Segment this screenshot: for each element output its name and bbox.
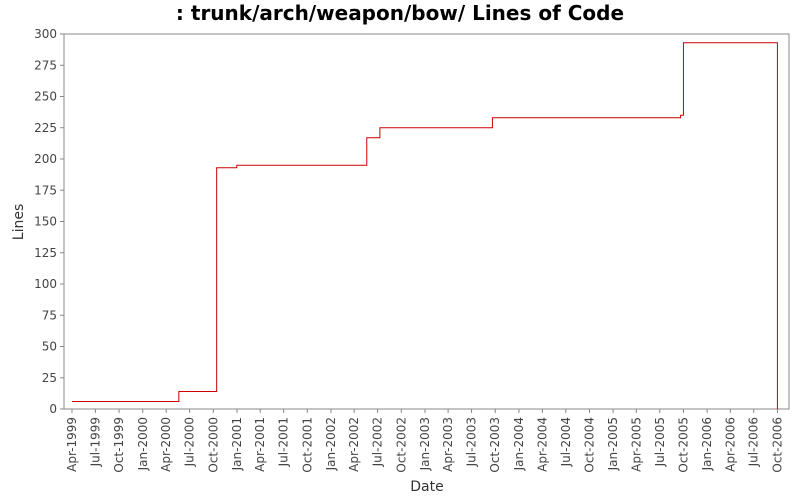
x-tick-label: Jan-2003: [418, 417, 432, 471]
x-tick-label: Oct-2004: [582, 417, 596, 473]
x-tick-label: Oct-2001: [300, 417, 314, 473]
x-tick-label: Jan-2004: [512, 417, 526, 471]
y-axis-label: Lines: [11, 204, 27, 240]
x-tick-label: Jul-1999: [88, 417, 102, 467]
y-tick-label: 100: [34, 277, 57, 291]
x-tick-label: Apr-1999: [65, 417, 79, 472]
y-tick-label: 75: [42, 308, 57, 322]
x-tick-label: Apr-2001: [253, 417, 267, 472]
y-tick-label: 300: [34, 27, 57, 41]
y-tick-label: 250: [34, 90, 57, 104]
x-tick-label: Jul-2005: [653, 417, 667, 467]
x-tick-label: Jul-2004: [559, 417, 573, 467]
x-tick-label: Jan-2005: [606, 417, 620, 471]
plot-area: [63, 33, 790, 410]
x-tick-label: Jul-2000: [183, 417, 197, 467]
x-tick-label: Oct-2006: [770, 417, 784, 473]
y-tick-label: 225: [34, 121, 57, 135]
y-tick-label: 50: [42, 340, 57, 354]
series-line: [71, 42, 778, 409]
y-tick-label: 150: [34, 215, 57, 229]
chart-title: : trunk/arch/weapon/bow/ Lines of Code: [176, 1, 624, 25]
x-tick-label: Jul-2003: [465, 417, 479, 467]
x-tick-label: Jan-2001: [230, 417, 244, 471]
x-tick-label: Oct-2005: [676, 417, 690, 473]
x-tick-label: Jul-2001: [277, 417, 291, 467]
y-tick-label: 125: [34, 246, 57, 260]
x-tick-label: Oct-1999: [112, 417, 126, 473]
x-tick-label: Oct-2000: [206, 417, 220, 473]
y-tick-label: 200: [34, 152, 57, 166]
x-tick-label: Jan-2002: [324, 417, 338, 471]
x-tick-label: Jul-2002: [371, 417, 385, 467]
x-tick-label: Jul-2006: [747, 417, 761, 467]
x-tick-label: Oct-2002: [394, 417, 408, 473]
x-tick-label: Apr-2000: [159, 417, 173, 472]
x-tick-label: Apr-2002: [347, 417, 361, 472]
x-tick-label: Jan-2000: [136, 417, 150, 471]
x-tick-label: Apr-2003: [441, 417, 455, 472]
y-tick-label: 175: [34, 183, 57, 197]
x-tick-label: Jan-2006: [700, 417, 714, 471]
x-axis-label: Date: [410, 479, 443, 495]
y-tick-label: 25: [42, 371, 57, 385]
y-tick-label: 275: [34, 58, 57, 72]
x-tick-label: Oct-2003: [488, 417, 502, 473]
y-axis: 0 25 50 75 100 125 150 175 200 225 250 275 300: [34, 27, 64, 416]
y-tick-label: 0: [49, 402, 57, 416]
x-tick-label: Apr-2006: [723, 417, 737, 472]
x-tick-label: Apr-2005: [629, 417, 643, 472]
x-tick-label: Apr-2004: [535, 417, 549, 472]
x-axis: Apr-1999 Jul-1999 Oct-1999 Jan-2000 Apr-2000…: [65, 409, 784, 473]
